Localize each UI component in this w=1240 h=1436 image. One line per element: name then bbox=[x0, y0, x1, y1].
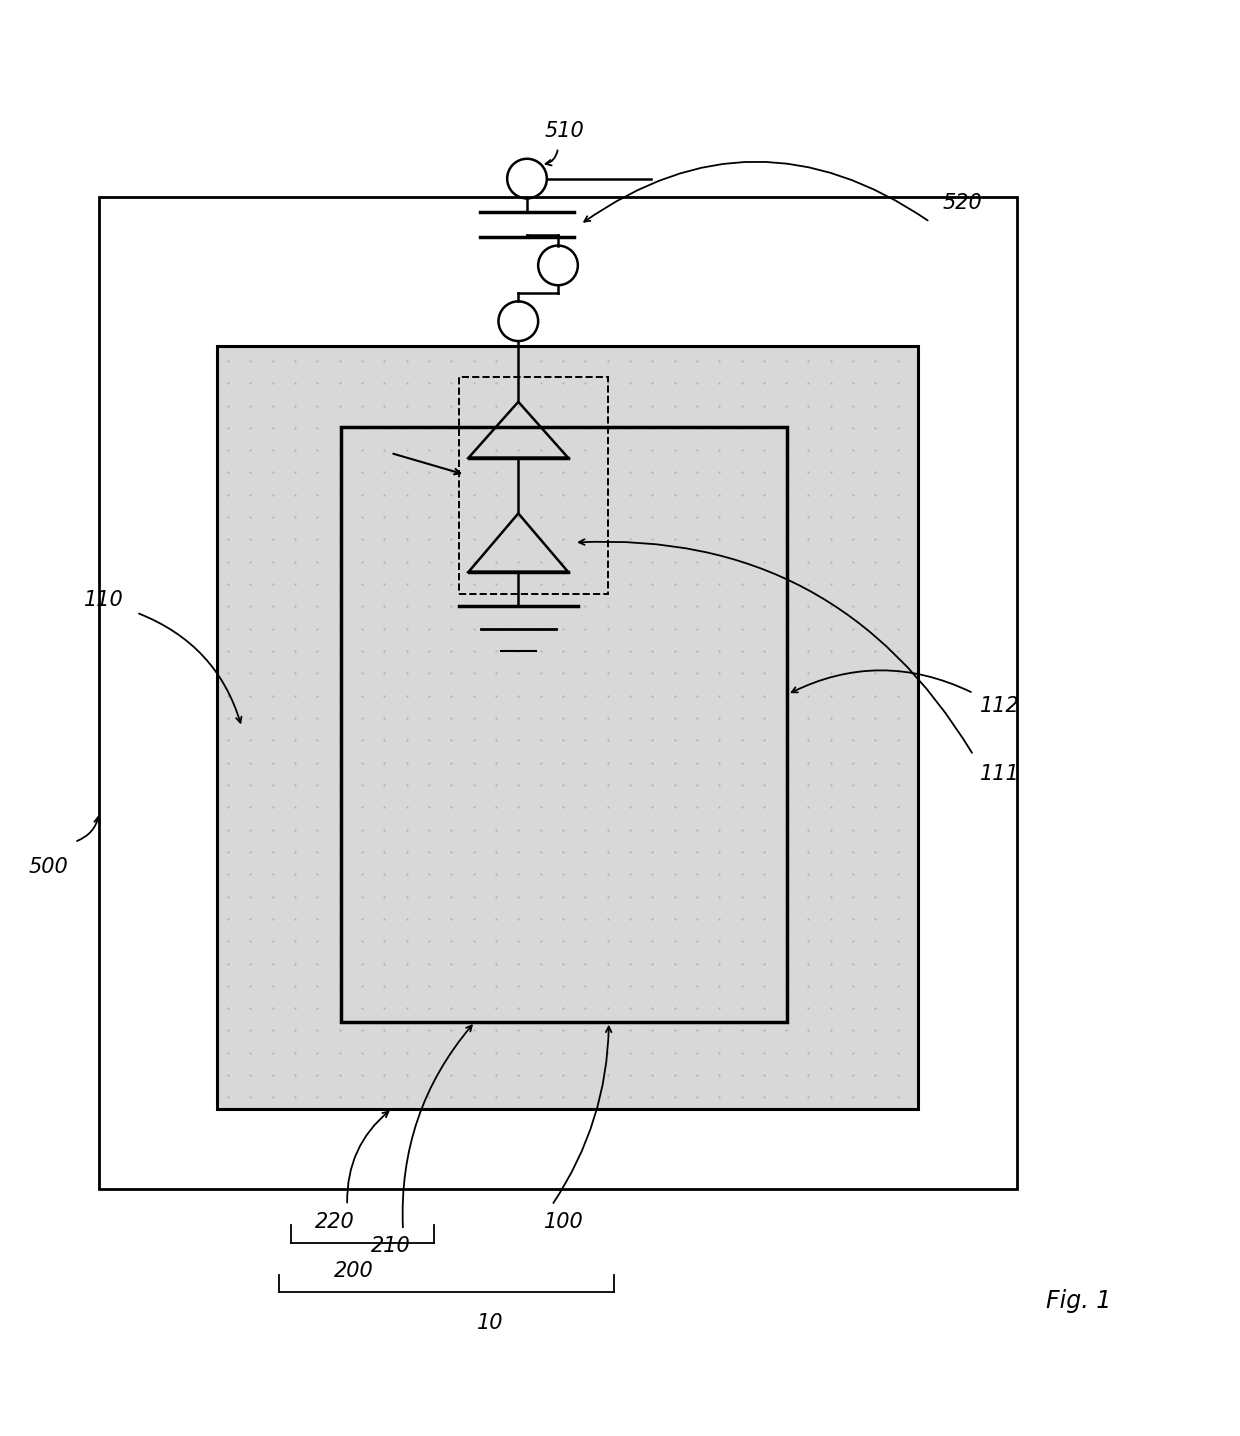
Text: 220: 220 bbox=[315, 1212, 355, 1232]
Bar bbox=[341, 426, 787, 1022]
Text: 520: 520 bbox=[942, 194, 982, 214]
Text: 100: 100 bbox=[544, 1212, 584, 1232]
Text: 110: 110 bbox=[84, 590, 124, 610]
Bar bbox=[459, 378, 608, 595]
Text: 500: 500 bbox=[29, 857, 68, 877]
Text: 510: 510 bbox=[544, 122, 584, 141]
Text: 112: 112 bbox=[980, 695, 1019, 715]
Bar bbox=[217, 346, 918, 1109]
Text: 111: 111 bbox=[980, 764, 1019, 784]
Text: 10: 10 bbox=[476, 1313, 503, 1333]
Text: 210: 210 bbox=[371, 1236, 410, 1256]
Text: 200: 200 bbox=[334, 1261, 373, 1281]
Text: Fig. 1: Fig. 1 bbox=[1047, 1290, 1111, 1313]
Bar bbox=[99, 197, 1017, 1189]
